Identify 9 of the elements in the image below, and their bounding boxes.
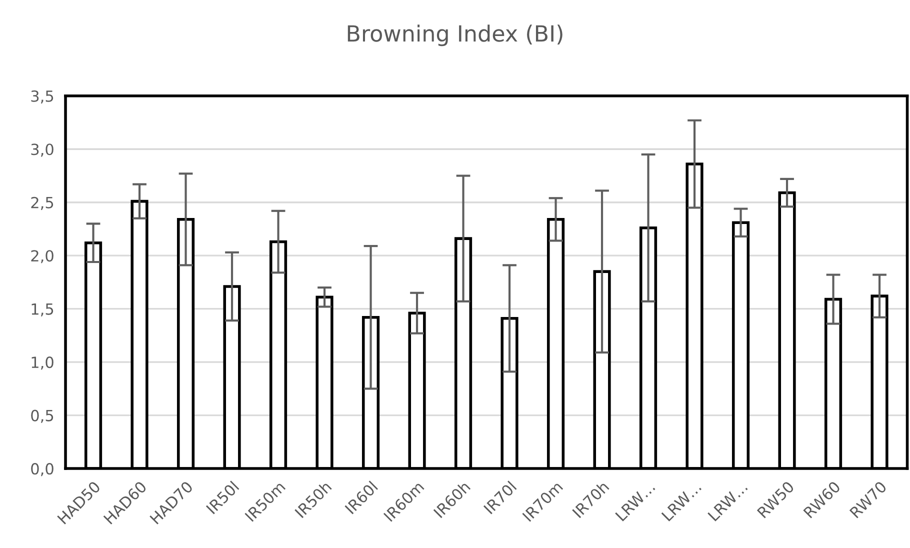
y-tick-label: 2,5 <box>31 196 54 210</box>
y-tick-label: 0,5 <box>31 410 54 423</box>
y-tick-label: 3,0 <box>31 144 54 157</box>
y-tick-label: 2,0 <box>31 250 54 264</box>
y-tick-label: 3,5 <box>31 90 54 104</box>
y-tick-label: 1,5 <box>32 304 54 316</box>
chart-title: Browning Index (BI) <box>348 24 562 46</box>
y-tick-label: 1,0 <box>32 356 54 370</box>
y-tick-label: 0,0 <box>31 463 54 476</box>
